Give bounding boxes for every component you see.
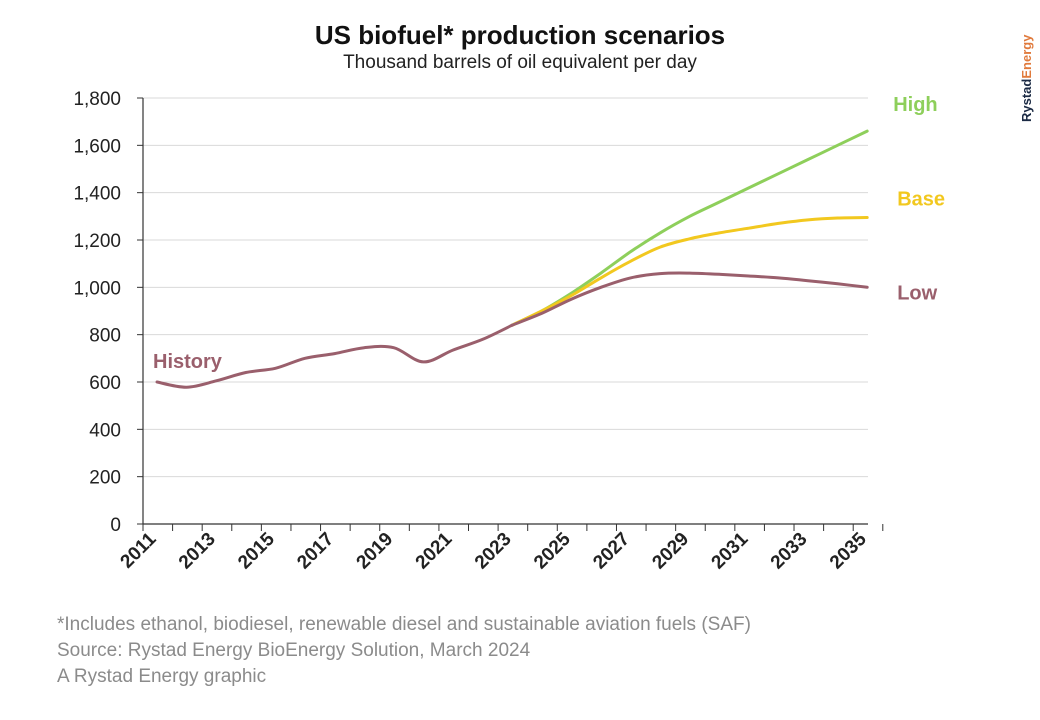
y-tick-label: 200 (89, 468, 121, 489)
line-chart: 0 200 400 600 800 1,000 1,200 1,400 1,600 1,800 2… (73, 89, 945, 574)
footnote-source: Source: Rystad Energy BioEnergy Solution… (57, 640, 531, 661)
series-lines (155, 129, 869, 389)
axes (142, 98, 868, 525)
series-line-high (510, 129, 869, 327)
x-tick-label: 2017 (293, 529, 338, 574)
x-tick-label: 2023 (471, 529, 516, 574)
y-tick-label: 600 (89, 373, 121, 394)
series-line-history (155, 323, 514, 389)
series-labels: High Base Low History (153, 94, 945, 373)
brand-logo-part2: Energy (1019, 34, 1034, 79)
x-tick-label: 2025 (530, 528, 575, 573)
series-label-low: Low (897, 282, 937, 304)
x-tick-label: 2031 (708, 528, 753, 573)
footnote-note: *Includes ethanol, biodiesel, renewable … (57, 614, 751, 635)
brand-logo: RystadEnergy (1019, 34, 1034, 122)
x-tick-label: 2029 (648, 529, 693, 574)
y-tick-label: 1,800 (73, 89, 121, 110)
brand-logo-part1: Rystad (1019, 79, 1034, 122)
y-tick-label: 1,000 (73, 278, 121, 299)
grid-lines (143, 97, 868, 478)
footnote-credit: A Rystad Energy graphic (57, 666, 267, 687)
series-line-base (510, 216, 869, 327)
series-label-base: Base (897, 189, 945, 211)
x-axis-ticks: 2011 2013 2015 2017 2019 2021 2023 2025 2027 2029… (117, 524, 884, 574)
chart-subtitle: Thousand barrels of oil equivalent per d… (343, 52, 697, 73)
y-tick-label: 1,400 (73, 184, 121, 205)
y-tick-label: 800 (89, 326, 121, 347)
x-tick-label: 2021 (412, 528, 457, 573)
x-tick-label: 2035 (826, 528, 871, 573)
x-tick-label: 2027 (589, 529, 634, 574)
x-tick-label: 2033 (767, 529, 812, 574)
x-tick-label: 2013 (175, 529, 220, 574)
y-axis-ticks: 0 200 400 600 800 1,000 1,200 1,400 1,600 1,800 (73, 89, 143, 536)
series-label-high: High (893, 94, 937, 116)
x-tick-label: 2019 (353, 529, 398, 574)
svg-text:RystadEnergy: RystadEnergy (1019, 34, 1034, 122)
y-tick-label: 1,200 (73, 231, 121, 252)
series-label-history: History (153, 351, 223, 373)
x-tick-label: 2011 (117, 528, 161, 572)
chart-title: US biofuel* production scenarios (314, 20, 726, 50)
y-tick-label: 1,600 (73, 136, 121, 157)
y-tick-label: 0 (110, 515, 121, 536)
series-line-low (510, 271, 869, 327)
x-tick-label: 2015 (234, 528, 279, 573)
y-tick-label: 400 (89, 420, 121, 441)
